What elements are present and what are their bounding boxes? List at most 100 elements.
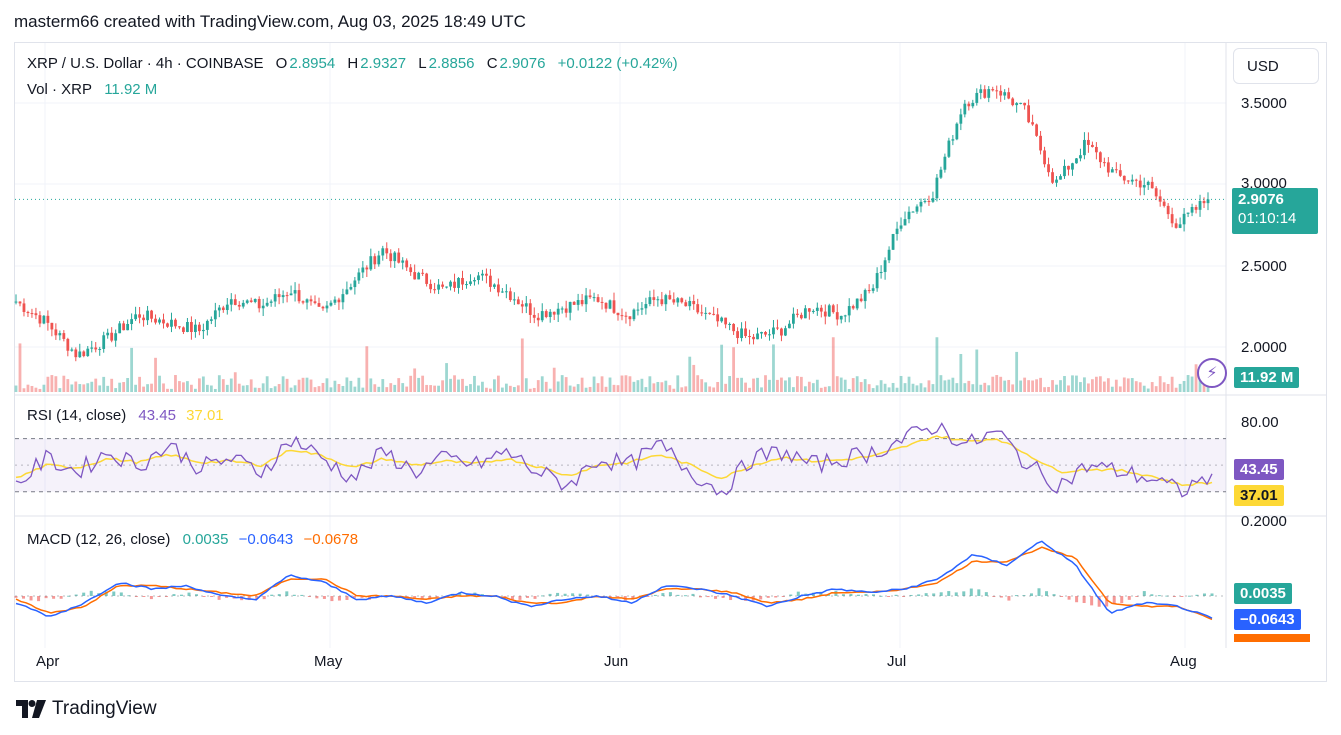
change-value: +0.0122 (+0.42%) bbox=[557, 55, 678, 72]
candle-body bbox=[473, 280, 476, 282]
macd-histogram-bar bbox=[541, 595, 545, 597]
candle-body bbox=[1027, 105, 1031, 123]
candle-body bbox=[397, 252, 401, 263]
volume-bar bbox=[321, 382, 325, 392]
macd-histogram-bar bbox=[774, 596, 778, 598]
volume-bar bbox=[269, 388, 273, 392]
macd-histogram-bar bbox=[1029, 593, 1033, 596]
candle-body bbox=[752, 336, 755, 340]
volume-bar bbox=[628, 376, 632, 392]
macd-histogram-bar bbox=[525, 596, 529, 598]
macd-histogram-bar bbox=[465, 593, 469, 596]
volume-bar bbox=[1122, 377, 1126, 392]
volume-bar bbox=[205, 384, 209, 392]
volume-bar bbox=[273, 386, 277, 392]
candle-body bbox=[485, 273, 488, 276]
macd-histogram-bar bbox=[202, 596, 206, 597]
symbol-label: XRP / U.S. Dollar · 4h · COINBASE bbox=[27, 55, 264, 72]
rsi-legend: RSI (14, close) 43.45 37.01 bbox=[27, 407, 226, 424]
volume-bar bbox=[34, 387, 38, 392]
candle-body bbox=[1206, 199, 1210, 204]
volume-bar bbox=[38, 388, 42, 392]
volume-bar bbox=[1067, 385, 1070, 392]
candle-body bbox=[361, 267, 365, 273]
volume-bar bbox=[317, 386, 321, 392]
volume-bar bbox=[78, 384, 82, 392]
volume-bar bbox=[1019, 380, 1023, 392]
volume-bar bbox=[612, 384, 616, 392]
candle-body bbox=[190, 322, 193, 333]
volume-bar bbox=[285, 378, 289, 392]
candle-body bbox=[78, 351, 82, 358]
candle-body bbox=[365, 267, 369, 270]
volume-bar bbox=[644, 387, 648, 392]
volume-bar bbox=[664, 380, 668, 392]
macd-histogram-bar bbox=[653, 594, 657, 596]
candle-body bbox=[457, 277, 460, 288]
volume-bar bbox=[951, 377, 955, 392]
candle-body bbox=[166, 323, 169, 327]
volume-bar bbox=[1194, 364, 1198, 392]
macd-histogram-bar bbox=[247, 596, 251, 601]
macd-histogram-bar bbox=[1120, 596, 1124, 604]
candle-body bbox=[285, 295, 289, 297]
volume-bar bbox=[98, 385, 102, 392]
volume-bar bbox=[1083, 377, 1086, 392]
tradingview-logo[interactable]: TradingView bbox=[16, 698, 157, 720]
volume-bar bbox=[1051, 380, 1054, 392]
macd-histogram-bar bbox=[578, 593, 582, 596]
volume-bar bbox=[1106, 378, 1110, 392]
candle-body bbox=[1003, 92, 1007, 96]
volume-bar bbox=[14, 385, 18, 392]
candle-body bbox=[201, 329, 205, 332]
macd-histogram-bar bbox=[699, 596, 703, 598]
signal-tag bbox=[1234, 634, 1310, 642]
candle-body bbox=[815, 307, 819, 311]
macd-histogram-bar bbox=[59, 596, 63, 599]
volume-bar bbox=[150, 383, 153, 392]
volume-bar bbox=[22, 388, 26, 392]
currency-button[interactable]: USD bbox=[1233, 48, 1319, 84]
candle-body bbox=[871, 288, 875, 291]
volume-bar bbox=[943, 380, 947, 392]
candle-body bbox=[349, 287, 353, 290]
candle-body bbox=[1023, 102, 1027, 106]
time-tick-jul: Jul bbox=[887, 653, 907, 670]
candle-body bbox=[1087, 139, 1090, 145]
lightning-icon[interactable]: ⚡ bbox=[1197, 358, 1227, 388]
volume-bar bbox=[1102, 381, 1106, 392]
candle-body bbox=[552, 311, 556, 315]
volume-bar bbox=[935, 337, 939, 392]
volume-bar bbox=[648, 376, 652, 392]
macd-histogram-bar bbox=[510, 596, 514, 600]
volume-bar bbox=[580, 377, 584, 392]
volume-bar bbox=[138, 376, 141, 392]
candle-body bbox=[118, 323, 122, 334]
macd-histogram-bar bbox=[503, 596, 507, 598]
candle-body bbox=[162, 319, 165, 324]
macd-histogram-bar bbox=[142, 596, 146, 597]
volume-bar bbox=[413, 368, 417, 392]
volume-bar bbox=[277, 384, 281, 392]
candle-body bbox=[1075, 158, 1078, 164]
volume-bar bbox=[1114, 379, 1118, 392]
candle-body bbox=[1194, 207, 1198, 210]
volume-bar bbox=[955, 383, 959, 392]
candle-body bbox=[1122, 175, 1126, 181]
chart-frame[interactable] bbox=[14, 42, 1327, 682]
candle-body bbox=[493, 284, 496, 287]
volume-bar bbox=[1198, 376, 1202, 392]
volume-bar bbox=[122, 382, 126, 392]
volume-bar bbox=[760, 387, 763, 392]
volume-bar bbox=[209, 385, 213, 392]
volume-bar bbox=[213, 388, 217, 392]
candle-body bbox=[321, 306, 325, 309]
macd-histogram-bar bbox=[894, 594, 898, 596]
volume-bar bbox=[688, 356, 692, 392]
macd-histogram-bar bbox=[586, 594, 590, 596]
price-tick-3-5: 3.5000 bbox=[1241, 95, 1287, 112]
volume-bar bbox=[776, 379, 779, 392]
volume-bar bbox=[70, 384, 74, 392]
macd-signal-value: −0.0678 bbox=[303, 531, 359, 548]
